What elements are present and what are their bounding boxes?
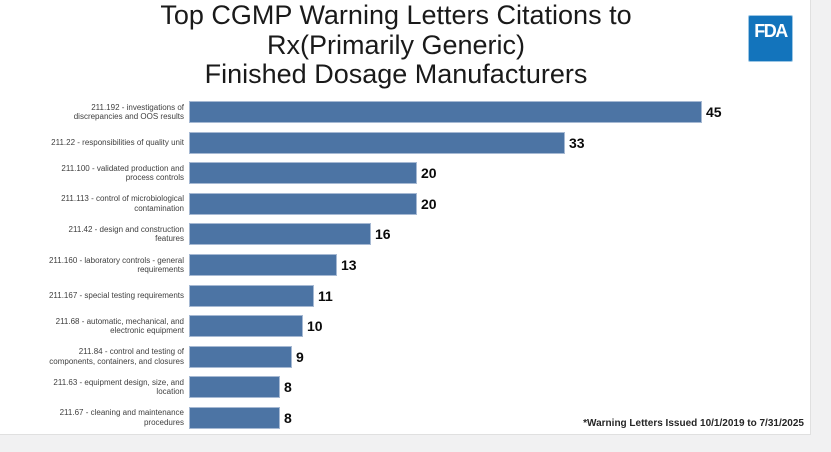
fda-logo-text: FDA [754,21,788,41]
bar [189,223,371,246]
chart-row: 211.22 - responsibilities of quality uni… [0,128,770,159]
chart-row: 211.113 - control of microbiological con… [0,189,770,220]
value-label: 10 [307,318,323,335]
chart-row: 211.100 - validated production and proce… [0,158,770,189]
chart-title-line-2: Rx(Primarily Generic) [266,29,526,60]
chart-row: 211.67 - cleaning and maintenance proced… [0,402,770,433]
category-label: 211.42 - design and construction feature… [68,224,184,244]
chart-row: 211.192 - investigations of discrepancie… [0,97,770,128]
category-label: 211.160 - laboratory controls - general … [48,255,184,275]
bar [189,254,337,276]
bar [189,345,292,368]
value-label: 20 [421,195,437,212]
bar [189,284,314,307]
category-label: 211.84 - control and testing of componen… [49,347,184,366]
value-label: 11 [318,287,333,304]
value-label: 9 [296,348,304,365]
value-label: 16 [375,226,391,243]
bar [189,406,280,429]
value-label: 8 [284,409,292,426]
chart-row: 211.63 - equipment design, size, and loc… [0,372,770,403]
category-label: 211.113 - control of microbiological con… [61,194,184,213]
chart-row: 211.167 - special testing requirements 11 [0,280,770,311]
chart-title-line-1: Top CGMP Warning Letters Citations to [160,0,632,30]
category-label: 211.22 - responsibilities of quality uni… [51,138,184,148]
fda-logo: FDA [748,15,793,62]
chart-title: Top CGMP Warning Letters Citations to Rx… [0,0,792,90]
category-label: 211.100 - validated production and proce… [61,163,184,183]
chart-row: 211.68 - automatic, mechanical, and elec… [0,311,770,342]
footnote: *Warning Letters Issued 10/1/2019 to 7/3… [583,418,804,429]
value-label: 13 [341,257,357,273]
bar [189,376,280,399]
value-label: 20 [421,165,437,182]
category-label: 211.63 - equipment design, size, and loc… [53,377,184,397]
value-label: 8 [284,379,292,396]
bar [189,101,702,124]
bar [189,315,303,338]
category-label: 211.167 - special testing requirements [48,290,184,300]
bar-chart: 211.192 - investigations of discrepancie… [0,97,770,433]
category-label: 211.192 - investigations of discrepancie… [73,102,184,122]
chart-title-line-3: Finished Dosage Manufacturers [204,59,588,89]
bar [189,192,417,215]
bar [189,162,417,185]
value-label: 33 [569,134,585,151]
chart-row: 211.84 - control and testing of componen… [0,341,770,372]
bar [189,131,565,154]
slide: Top CGMP Warning Letters Citations to Rx… [0,0,811,435]
category-label: 211.68 - automatic, mechanical, and elec… [55,316,184,336]
category-label: 211.67 - cleaning and maintenance proced… [59,408,184,427]
value-label: 45 [706,104,722,121]
chart-row: 211.160 - laboratory controls - general … [0,250,770,281]
chart-row: 211.42 - design and construction feature… [0,219,770,250]
